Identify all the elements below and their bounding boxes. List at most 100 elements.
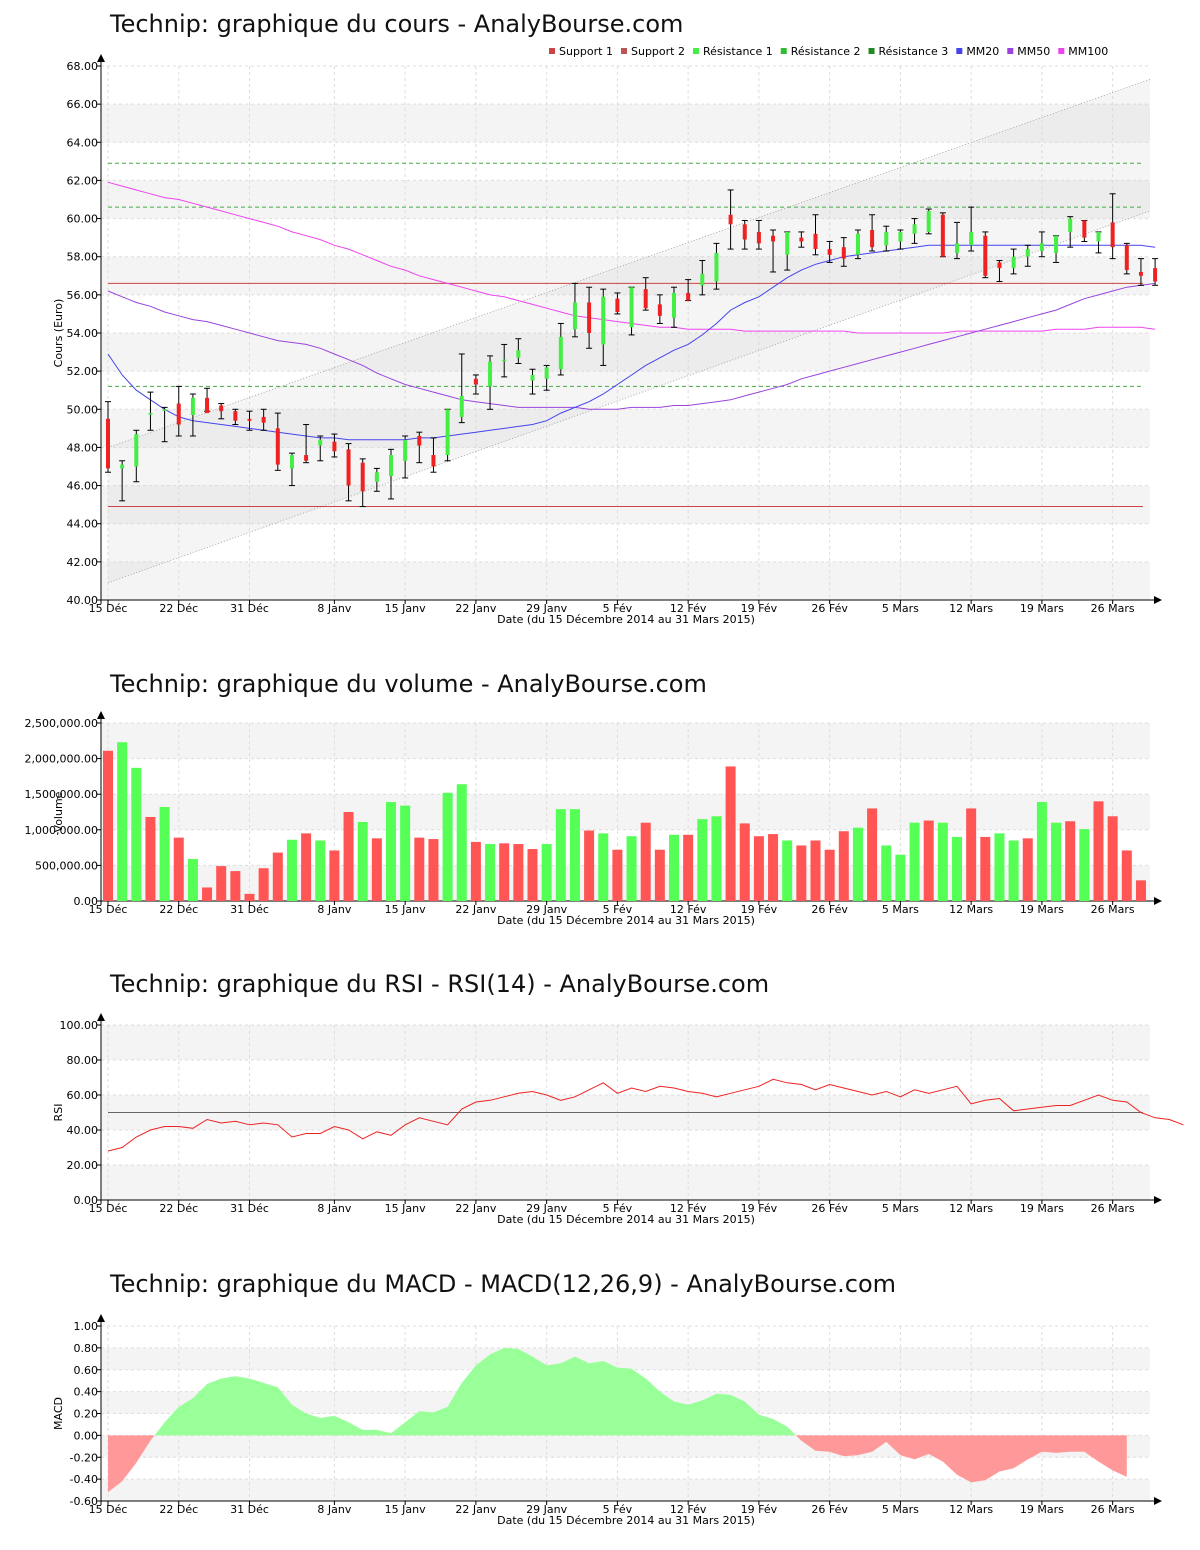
volume-bar bbox=[131, 767, 142, 901]
legend-support-1: Support 1 bbox=[559, 45, 613, 58]
candle-body bbox=[544, 367, 549, 379]
legend-mm100-swatch bbox=[1058, 48, 1065, 54]
candle-body bbox=[1039, 243, 1044, 251]
y-tick-label: 46.00 bbox=[67, 480, 99, 493]
volume-bar bbox=[301, 833, 312, 901]
x-tick-label: 5 Mars bbox=[882, 602, 919, 615]
volume-bar bbox=[782, 840, 793, 901]
candle-body bbox=[572, 302, 577, 330]
volume-bar bbox=[187, 858, 198, 901]
x-tick-label: 15 Déc bbox=[89, 903, 128, 916]
y-tick-label: 1,500,000.00 bbox=[25, 788, 98, 801]
x-tick-label: 19 Fév bbox=[741, 1202, 778, 1215]
candle-body bbox=[1138, 271, 1143, 276]
y-tick-label: 52.00 bbox=[67, 365, 99, 378]
candle-body bbox=[756, 231, 761, 244]
volume-bar bbox=[598, 833, 609, 901]
y-tick-label: 56.00 bbox=[67, 289, 99, 302]
candle-body bbox=[459, 395, 464, 417]
x-tick-label: 19 Fév bbox=[741, 602, 778, 615]
legend-mm20: MM20 bbox=[966, 45, 999, 58]
volume-bar bbox=[584, 830, 595, 901]
legend-resistance-3: Résistance 3 bbox=[879, 45, 949, 58]
y-tick-label: 0.00 bbox=[74, 895, 99, 908]
y-tick-label: 64.00 bbox=[67, 136, 99, 149]
x-tick-label: 29 Janv bbox=[526, 1503, 567, 1516]
x-tick-label: 8 Janv bbox=[317, 903, 351, 916]
x-axis-label: Date (du 15 Décembre 2014 au 31 Mars 201… bbox=[497, 914, 755, 927]
x-tick-label: 12 Fév bbox=[670, 903, 707, 916]
volume-bar bbox=[697, 819, 708, 901]
candle-body bbox=[955, 243, 959, 253]
rsi-chart-title: Technip: graphique du RSI - RSI(14) - An… bbox=[110, 970, 770, 998]
mm50-line bbox=[107, 282, 1156, 410]
candle-body bbox=[360, 462, 365, 492]
volume-bar bbox=[1051, 822, 1062, 901]
volume-bar bbox=[1107, 816, 1118, 901]
candle-body bbox=[827, 249, 832, 255]
mm20-line bbox=[107, 244, 1156, 441]
candle-body bbox=[318, 439, 323, 446]
y-tick-label: 60.00 bbox=[67, 213, 99, 226]
volume-bar bbox=[428, 839, 439, 901]
volume-bar bbox=[555, 809, 566, 901]
background-band bbox=[101, 333, 1150, 372]
volume-bar bbox=[258, 868, 269, 901]
x-tick-label: 15 Déc bbox=[89, 1503, 128, 1516]
x-tick-label: 31 Déc bbox=[230, 1503, 269, 1516]
x-tick-label: 8 Janv bbox=[317, 1503, 351, 1516]
legend-resistance-1-swatch bbox=[692, 48, 699, 54]
y-tick-label: 68.00 bbox=[67, 60, 99, 73]
volume-bar bbox=[173, 837, 184, 901]
x-tick-label: 26 Fév bbox=[811, 903, 848, 916]
candle-body bbox=[926, 210, 931, 232]
volume-bar bbox=[1008, 840, 1019, 901]
volume-bar bbox=[852, 827, 863, 901]
legend-resistance-3-swatch bbox=[868, 48, 875, 54]
candle-body bbox=[898, 231, 903, 242]
y-tick-label: 50.00 bbox=[67, 403, 99, 416]
volume-bar bbox=[357, 821, 368, 901]
x-tick-label: 19 Mars bbox=[1020, 602, 1064, 615]
volume-bar bbox=[923, 820, 934, 901]
x-tick-label: 12 Mars bbox=[949, 1202, 993, 1215]
legend-mm20-swatch bbox=[956, 48, 963, 54]
x-tick-label: 26 Fév bbox=[811, 602, 848, 615]
x-axis-arrow bbox=[1154, 897, 1162, 905]
macd-positive-area bbox=[154, 1347, 796, 1436]
x-tick-label: 12 Mars bbox=[949, 1503, 993, 1516]
legend-mm50: MM50 bbox=[1017, 45, 1050, 58]
x-tick-label: 31 Déc bbox=[230, 903, 269, 916]
macd-chart-title: Technip: graphique du MACD - MACD(12,26,… bbox=[110, 1270, 897, 1298]
volume-bar bbox=[909, 822, 920, 901]
x-tick-label: 29 Janv bbox=[526, 1202, 567, 1215]
price-chart-title: Technip: graphique du cours - AnalyBours… bbox=[110, 10, 684, 38]
y-axis-label: RSI bbox=[52, 1104, 65, 1122]
y-tick-label: 44.00 bbox=[67, 518, 99, 531]
x-tick-label: 15 Janv bbox=[385, 1202, 426, 1215]
volume-bar bbox=[1022, 838, 1033, 901]
volume-bar bbox=[442, 792, 453, 901]
x-tick-label: 12 Fév bbox=[670, 1202, 707, 1215]
candle-body bbox=[374, 472, 379, 482]
x-tick-label: 15 Déc bbox=[89, 1202, 128, 1215]
volume-bar bbox=[768, 834, 779, 901]
x-axis-arrow bbox=[1154, 1497, 1162, 1505]
volume-bar bbox=[343, 812, 354, 901]
legend-support-2-swatch bbox=[620, 48, 627, 54]
x-tick-label: 5 Fév bbox=[603, 602, 633, 615]
y-tick-label: 58.00 bbox=[67, 251, 99, 264]
x-tick-label: 29 Janv bbox=[526, 602, 567, 615]
price-chart: 40.00 42.00 44.00 46.00 48.00 50.00 52.00 54.00… bbox=[52, 45, 1162, 626]
candle-body bbox=[686, 292, 691, 301]
background-band bbox=[101, 485, 1150, 524]
x-tick-label: 31 Déc bbox=[230, 602, 269, 615]
volume-bar bbox=[824, 849, 835, 901]
x-tick-label: 29 Janv bbox=[526, 903, 567, 916]
volume-bar bbox=[937, 822, 948, 901]
y-tick-label: -0.20 bbox=[70, 1451, 98, 1464]
background-band bbox=[101, 180, 1150, 219]
y-tick-label: 80.00 bbox=[67, 1054, 99, 1067]
x-tick-label: 15 Janv bbox=[385, 903, 426, 916]
legend-support-1-swatch bbox=[549, 48, 555, 54]
